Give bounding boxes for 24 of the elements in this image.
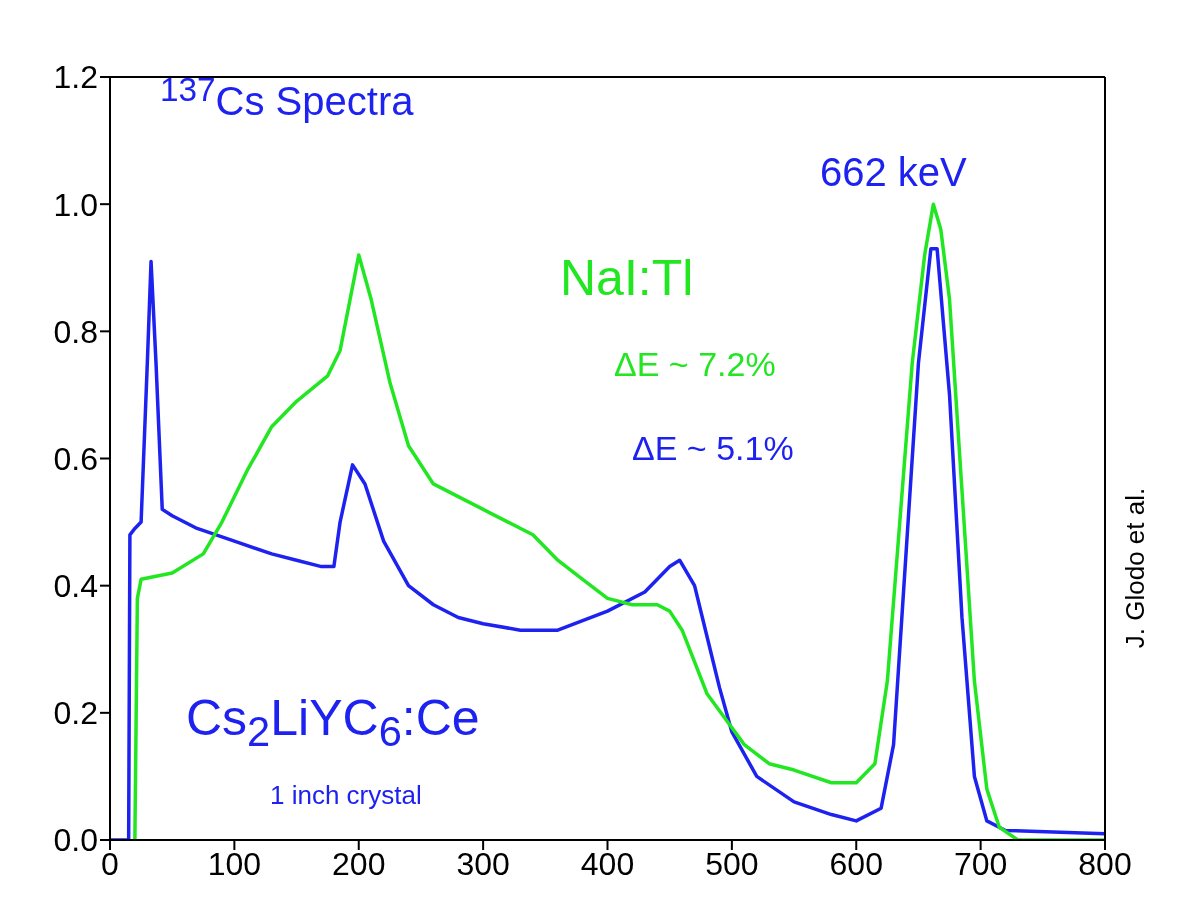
series-label: Cs$_{2}$LiYC$_{6}$:Ce [186,689,480,757]
x-tick-label: 0 [101,845,119,882]
y-tick-label: 0.4 [53,568,98,605]
y-tick-label: 0.2 [53,695,98,732]
x-tick-label: 100 [207,845,262,882]
y-tick-label: 0.8 [53,313,98,350]
x-tick-label: 400 [580,845,635,882]
y-tick-label: 0.6 [53,440,98,477]
text: J. Glodo et al. [1120,487,1152,649]
x-tick-label: 300 [456,845,510,882]
x-tick-label: 200 [332,845,386,882]
x-tick-label: 500 [705,845,759,882]
annotation: $^{137}$Cs Spectra [160,70,414,126]
y-tick-label: 1.2 [53,59,98,96]
x-tick-label: 700 [953,845,1008,882]
annotation: ΔE ~ 5.1% [632,428,794,469]
annotation: 662 keV [820,149,967,196]
y-tick-label: 0.0 [53,822,98,859]
x-tick-label: 600 [829,845,883,882]
x-tick-label: 800 [1078,845,1132,882]
y-tick-label: 1.0 [53,186,98,223]
annotation: ΔE ~ 7.2% [614,344,776,385]
annotation: 1 inch crystal [270,780,422,812]
text: NaI:Tl [560,249,694,308]
